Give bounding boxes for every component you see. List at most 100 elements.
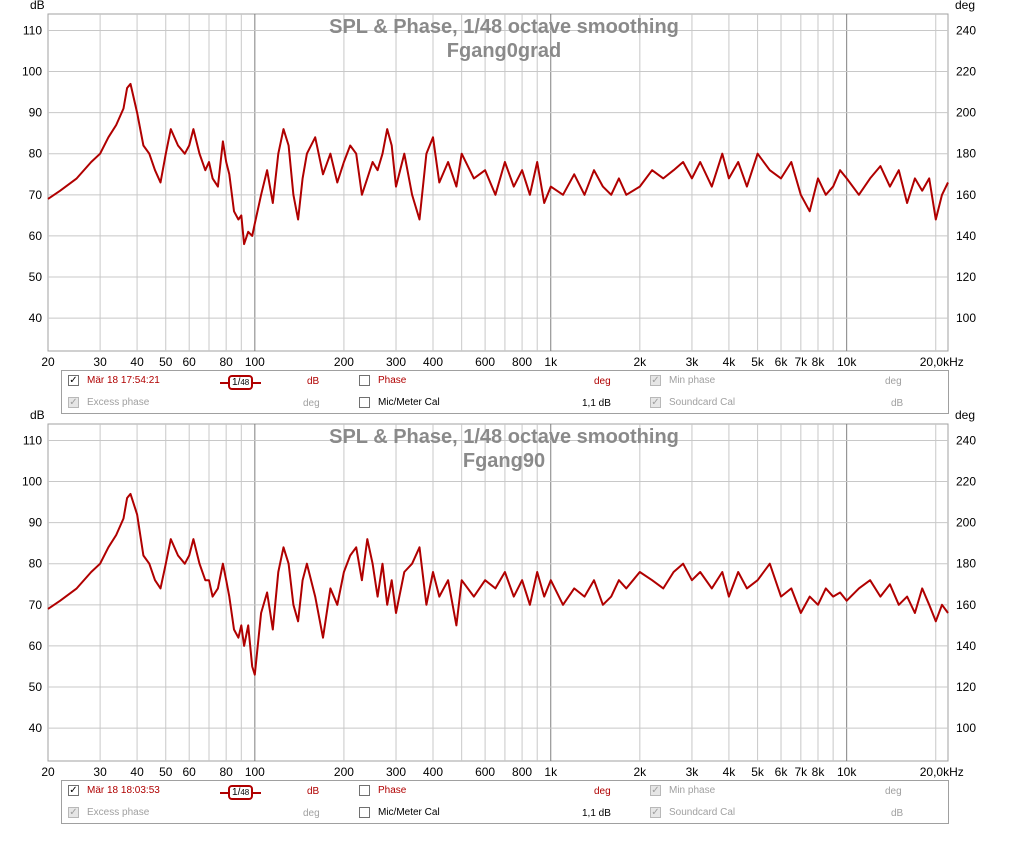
mic-cal-checkbox[interactable] [359,397,370,408]
spl-unit: dB [307,376,320,387]
x-tick-label: 30 [93,765,107,779]
spl-phase-chart-1: 40 50 60 70 80 90 100 110 100 120 140 160 180 200 220 2… [22,0,976,369]
y-axis-label: dB [30,410,45,422]
y2-tick-label: 160 [956,188,976,202]
x-tick-label: 4k [723,765,737,779]
y-grid [48,29,948,319]
minphase-unit: deg [885,376,902,387]
x-tick-label: 60 [183,765,197,779]
mic-cal-label: Mic/Meter Cal [378,397,440,408]
x-tick-label: 30 [93,355,107,369]
y-tick-label: 40 [29,311,43,325]
minphase-checkbox: ✓ [650,784,661,796]
mic-cal-checkbox[interactable] [359,807,370,818]
y2-tick-label: 140 [956,229,976,243]
y-tick-label: 40 [29,721,43,735]
spl-unit: dB [307,786,320,797]
minphase-label: Min phase [669,785,716,796]
y-tick-label: 60 [29,639,43,653]
plot-area[interactable] [47,423,949,762]
x-tick-label: 4k [723,355,737,369]
y2-tick-label: 220 [956,65,976,79]
phase-checkbox[interactable] [359,785,370,796]
smoothing-numerator: 1 [232,377,238,388]
x-tick-label: 10k [837,765,857,779]
chart-title: SPL & Phase, 1/48 octave smoothing [329,16,679,38]
chart-subtitle: Fgang0grad [447,40,561,62]
spl-phase-chart-2: 40 50 60 70 80 90 100 110 100 120 140 160 180 200 220 2… [22,410,976,779]
x-tick-label: 10k [837,355,857,369]
x-tick-label: 800 [512,355,532,369]
y-tick-label: 80 [29,147,43,161]
phase-legend-cell[interactable]: Phase [359,375,406,386]
y2-tick-label: 100 [956,721,976,735]
phase-unit: deg [594,376,611,387]
x-tick-label: 100 [245,765,265,779]
y-tick-label: 50 [29,270,43,284]
x-tick-label: 20,0kHz [920,355,964,369]
y-tick-label: 110 [23,23,42,37]
y-tick-label: 90 [29,516,43,530]
x-tick-label: 80 [219,765,233,779]
x-tick-label: 5k [751,355,765,369]
spl-checkbox[interactable]: ✓ [68,784,79,796]
phase-legend-cell[interactable]: Phase [359,785,406,796]
spl-legend-cell[interactable]: ✓ Mär 18 18:03:53 [68,785,160,796]
phase-checkbox[interactable] [359,375,370,386]
y-tick-label: 50 [29,680,43,694]
soundcard-unit: dB [891,808,904,819]
x-tick-label: 2k [633,355,647,369]
measurement-timestamp: Mär 18 18:03:53 [87,785,160,796]
minphase-unit: deg [885,786,902,797]
y2-axis-label: deg [955,0,975,12]
soundcard-label: Soundcard Cal [669,807,736,818]
excess-legend-cell: ✓ Excess phase [68,397,149,408]
x-tick-label: 40 [130,355,144,369]
x-tick-label: 400 [423,355,443,369]
chart-title: SPL & Phase, 1/48 octave smoothing [329,426,679,448]
chart-panel-2: 40 50 60 70 80 90 100 110 100 120 140 160 180 200 220 2… [0,410,1009,848]
x-tick-label: 20 [41,355,55,369]
spl-legend-cell[interactable]: ✓ Mär 18 17:54:21 [68,375,160,386]
phase-unit: deg [594,786,611,797]
y2-tick-label: 160 [956,598,976,612]
phase-label: Phase [378,375,407,386]
smoothing-denominator: 48 [240,378,250,387]
minphase-legend-cell: ✓ Min phase [650,785,715,796]
excess-checkbox: ✓ [68,806,79,818]
soundcard-label: Soundcard Cal [669,397,736,408]
mic-cal-legend-cell[interactable]: Mic/Meter Cal [359,807,440,818]
x-minor-grid [99,424,937,761]
mic-cal-legend-cell[interactable]: Mic/Meter Cal [359,397,440,408]
mic-cal-value: 1,1 dB [582,808,611,819]
x-tick-label: 1k [544,765,558,779]
x-tick-label: 300 [386,765,406,779]
soundcard-checkbox: ✓ [650,396,661,408]
soundcard-legend-cell: ✓ Soundcard Cal [650,807,735,818]
x-tick-label: 40 [130,765,144,779]
x-tick-label: 200 [334,355,354,369]
y-tick-label: 100 [22,65,42,79]
mic-cal-label: Mic/Meter Cal [378,807,440,818]
soundcard-checkbox: ✓ [650,806,661,818]
y2-tick-label: 100 [956,311,976,325]
smoothing-indicator[interactable]: 1/48 [220,785,262,800]
phase-label: Phase [378,785,407,796]
spl-curve-series [47,82,949,246]
mic-cal-value: 1,1 dB [582,398,611,409]
minphase-legend-cell: ✓ Min phase [650,375,715,386]
excess-legend-cell: ✓ Excess phase [68,807,149,818]
y-tick-label: 90 [29,106,43,120]
x-tick-label: 6k [775,765,789,779]
spl-checkbox[interactable]: ✓ [68,374,79,386]
smoothing-indicator[interactable]: 1/48 [220,375,262,390]
y2-tick-label: 140 [956,639,976,653]
chart-panel-1: 40 50 60 70 80 90 100 110 100 120 140 160 180 200 220 2… [0,0,1009,414]
legend-panel-2: ✓ Mär 18 18:03:53 1/48 dB Phase deg ✓ Mi… [61,780,949,824]
excess-label: Excess phase [87,807,150,818]
x-tick-label: 6k [775,355,789,369]
y2-tick-label: 240 [956,433,976,447]
x-tick-label: 7k [794,765,808,779]
y-tick-label: 80 [29,557,43,571]
x-tick-label: 20,0kHz [920,765,964,779]
